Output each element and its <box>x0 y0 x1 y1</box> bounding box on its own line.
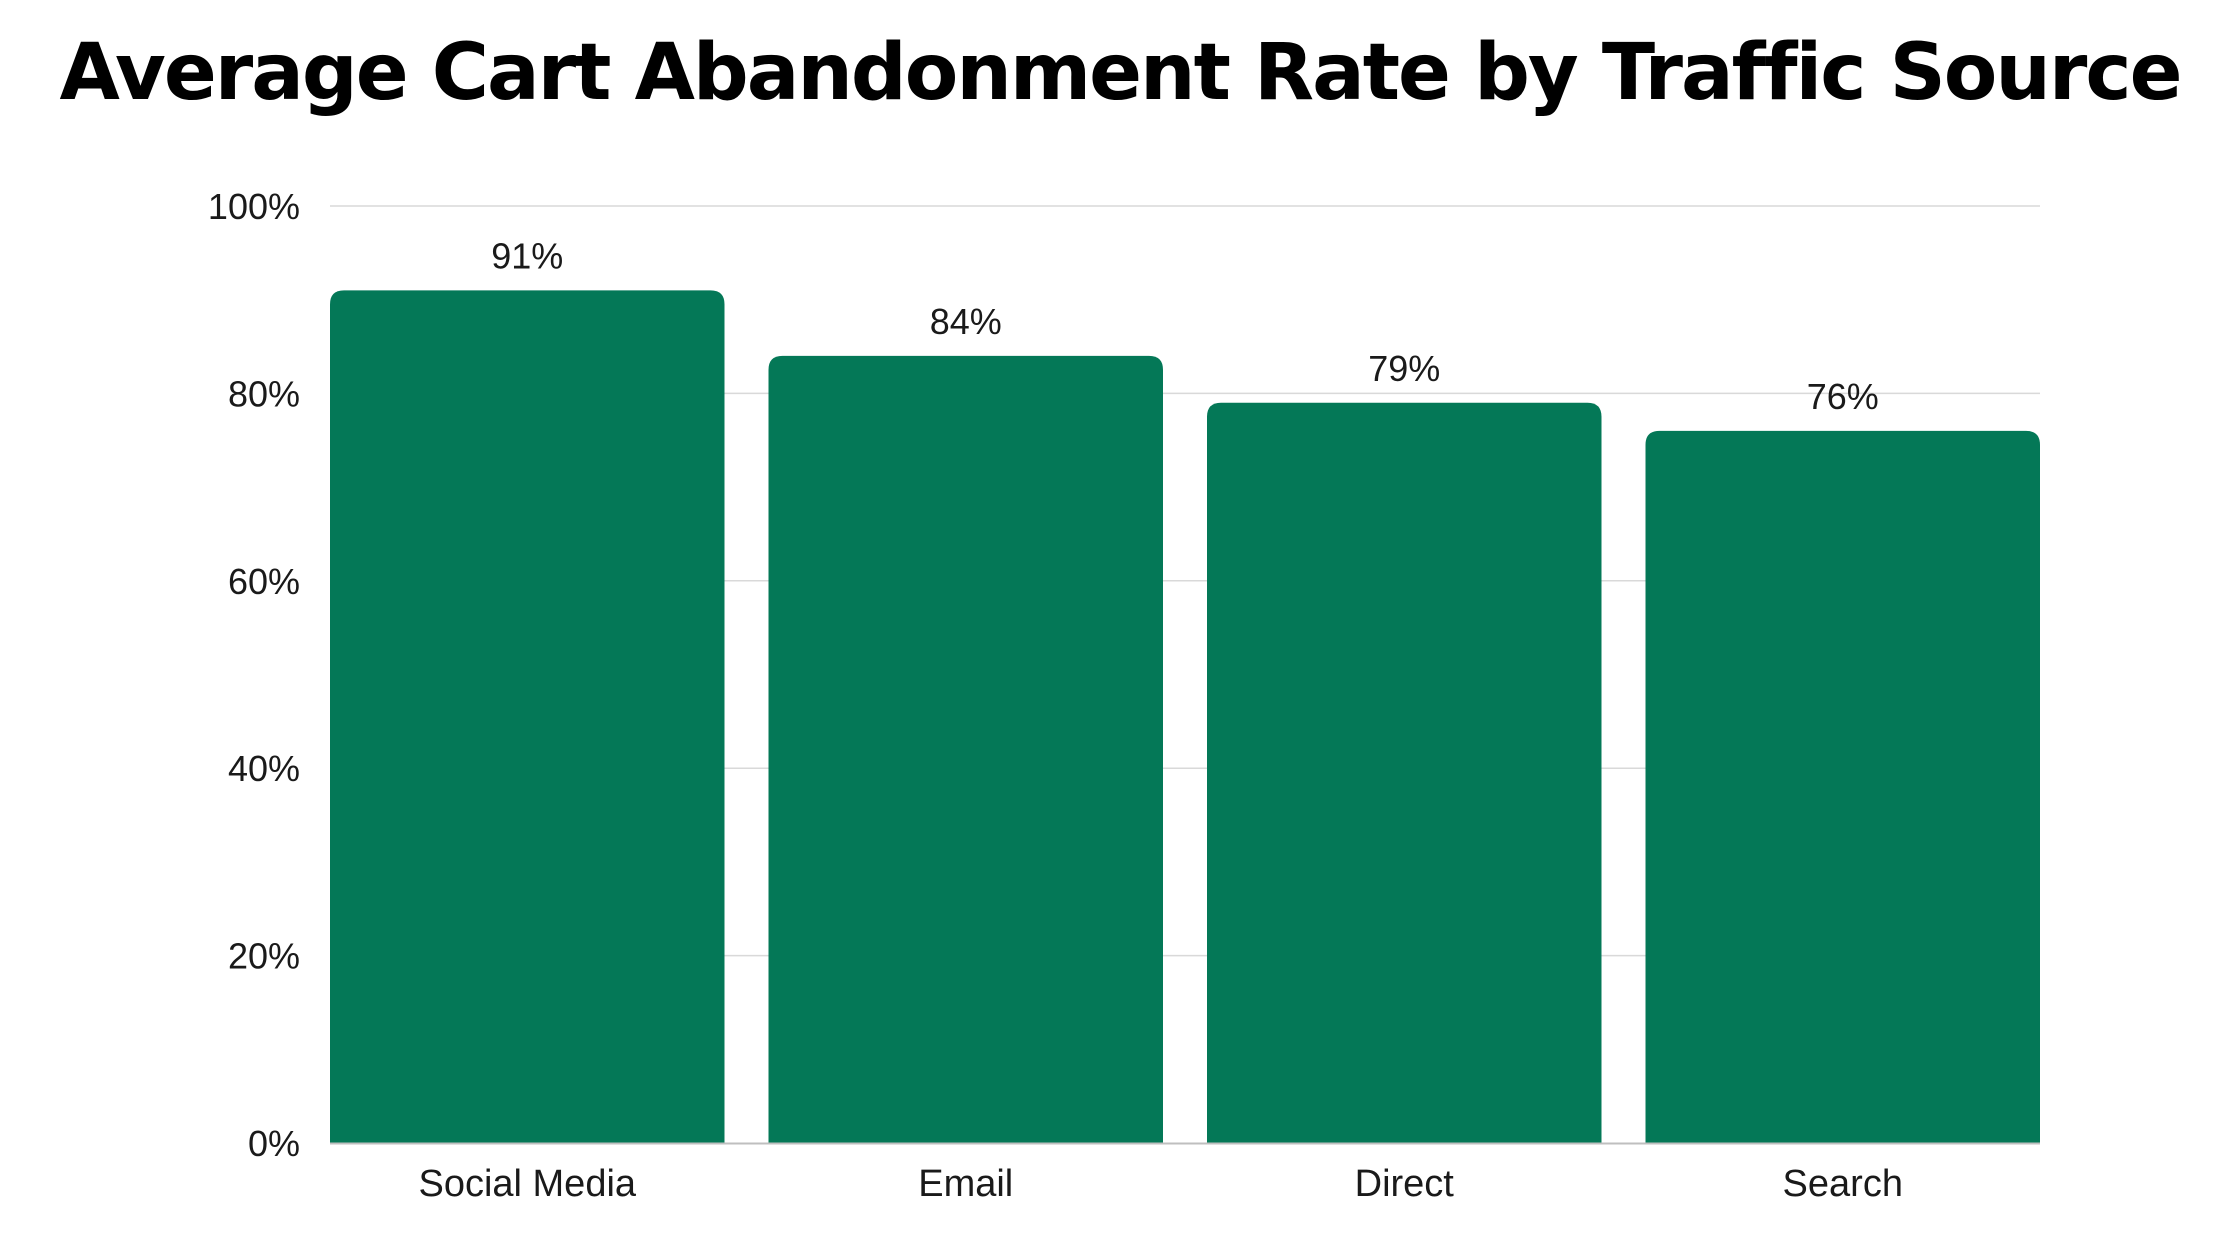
x-category-label: Social Media <box>418 1163 636 1205</box>
bar-direct <box>1207 402 1602 1143</box>
y-tick-label: 60% <box>228 561 300 602</box>
y-tick-label: 40% <box>228 748 300 789</box>
x-category-label: Email <box>918 1163 1013 1205</box>
x-category-label: Search <box>1783 1163 1903 1205</box>
data-label: 84% <box>930 301 1002 342</box>
bar-search <box>1645 430 2040 1143</box>
data-labels: 91% 84% 79% 76% <box>491 235 1879 417</box>
y-tick-label: 80% <box>228 373 300 414</box>
bar-social-media <box>330 290 725 1144</box>
data-label: 91% <box>491 235 563 276</box>
y-tick-label: 0% <box>248 1123 300 1164</box>
y-tick-label: 100% <box>208 186 300 227</box>
data-label: 76% <box>1807 376 1879 417</box>
chart-title: Average Cart Abandonment Rate by Traffic… <box>59 28 2182 118</box>
data-label: 79% <box>1368 348 1440 389</box>
y-axis-tick-labels: 0% 20% 40% 60% 80% 100% <box>208 186 300 1164</box>
bars <box>330 290 2040 1144</box>
x-category-label: Direct <box>1355 1163 1455 1205</box>
y-tick-label: 20% <box>228 936 300 977</box>
bar-email <box>768 355 1163 1143</box>
x-axis-category-labels: Social Media Email Direct Search <box>418 1163 1902 1205</box>
